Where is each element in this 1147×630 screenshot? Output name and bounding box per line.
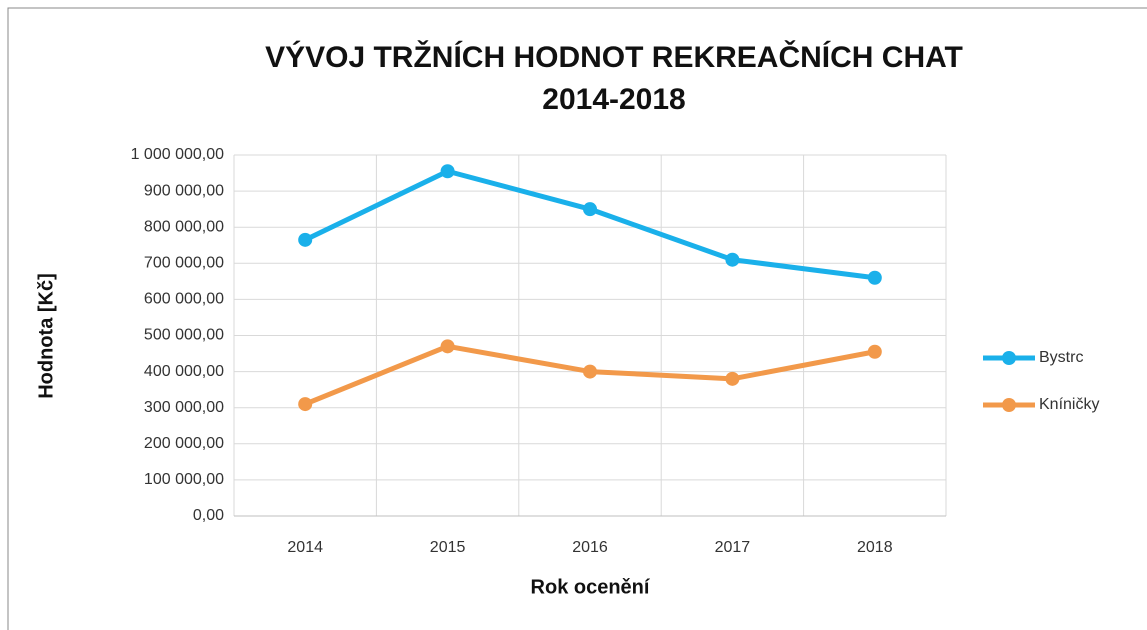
- x-tick-label: 2018: [857, 539, 893, 556]
- data-point: [867, 270, 882, 285]
- y-tick-label: 300 000,00: [144, 399, 224, 416]
- data-point: [725, 371, 740, 386]
- data-point: [440, 339, 455, 354]
- y-tick-label: 400 000,00: [144, 363, 224, 380]
- data-point: [298, 232, 313, 247]
- legend-label: Kníničky: [1039, 396, 1099, 413]
- chart-frame: [7, 7, 1147, 630]
- y-tick-label: 200 000,00: [144, 435, 224, 452]
- data-point: [298, 397, 313, 412]
- y-axis-title: Hodnota [Kč]: [35, 273, 57, 399]
- data-point: [867, 344, 882, 359]
- x-tick-label: 2015: [430, 539, 466, 556]
- data-point: [583, 364, 597, 379]
- legend-label: Bystrc: [1039, 349, 1083, 366]
- data-point: [725, 252, 740, 267]
- x-tick-label: 2014: [287, 539, 323, 556]
- data-point: [440, 164, 455, 179]
- legend-marker: [1002, 351, 1016, 365]
- chart-title: VÝVOJ TRŽNÍCH HODNOT REKREAČNÍCH CHAT: [265, 40, 963, 74]
- legend-marker: [1002, 398, 1016, 412]
- y-tick-label: 100 000,00: [144, 471, 224, 488]
- chart-title: 2014-2018: [542, 83, 685, 116]
- x-tick-label: 2016: [572, 539, 608, 556]
- x-tick-label: 2017: [715, 539, 751, 556]
- y-tick-label: 500 000,00: [144, 327, 224, 344]
- y-tick-label: 1 000 000,00: [131, 146, 225, 163]
- data-point: [583, 202, 597, 217]
- y-tick-label: 600 000,00: [144, 291, 224, 308]
- y-tick-label: 900 000,00: [144, 182, 224, 199]
- y-tick-label: 0,00: [193, 507, 224, 524]
- y-tick-label: 800 000,00: [144, 218, 224, 235]
- y-tick-label: 700 000,00: [144, 255, 224, 272]
- x-axis-title: Rok ocenění: [531, 576, 651, 598]
